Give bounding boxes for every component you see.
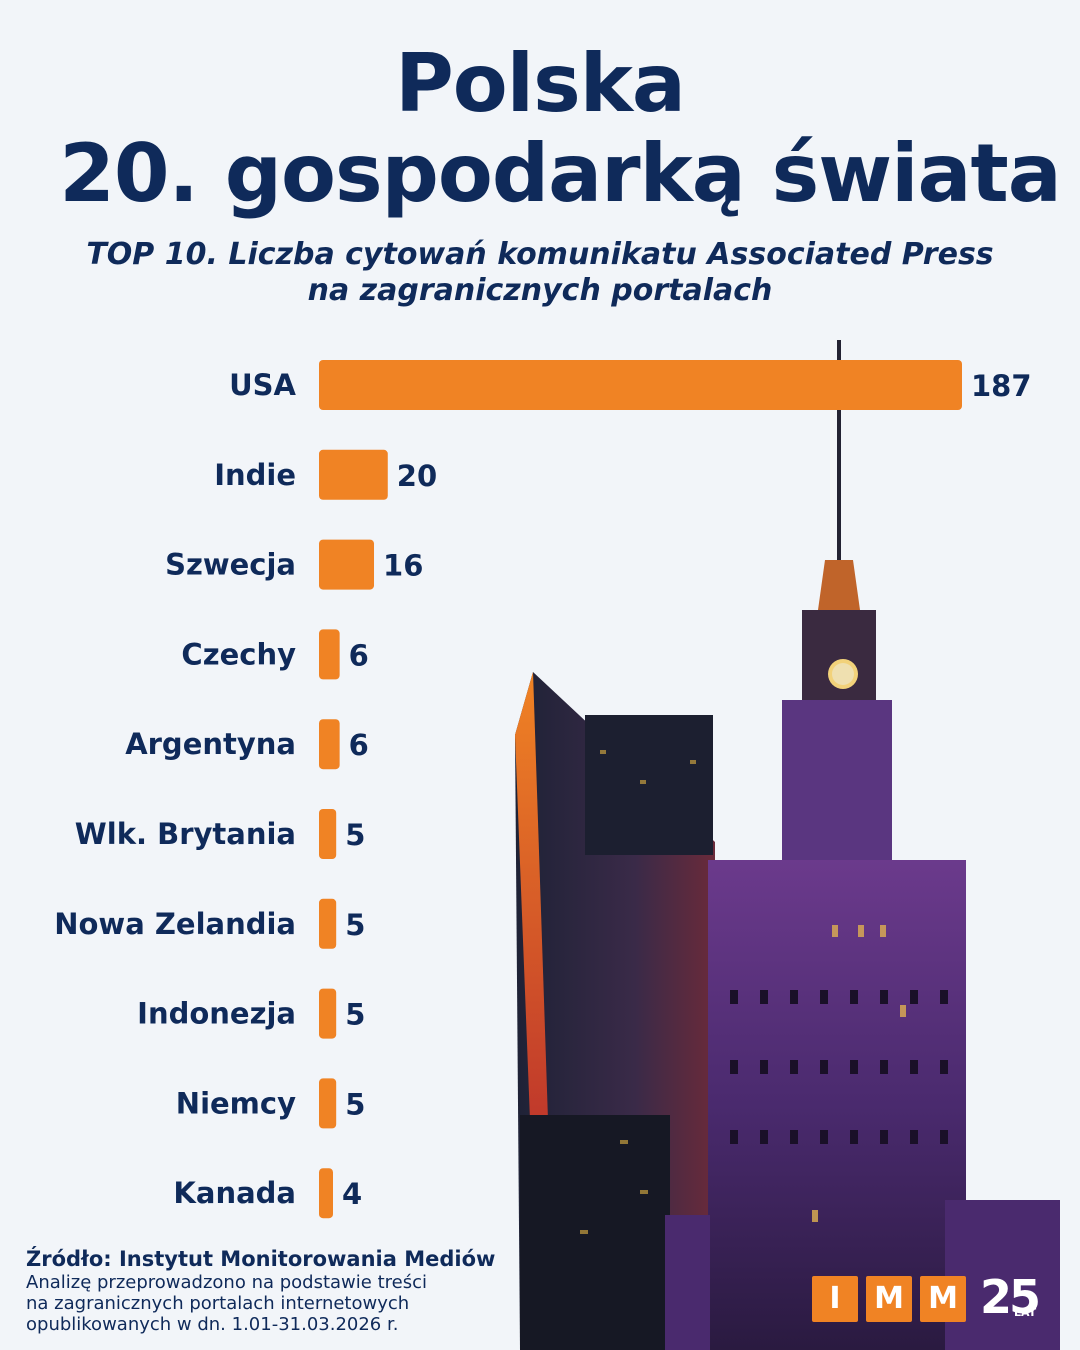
source-note-line3: opublikowanych w dn. 1.01-31.03.2026 r. xyxy=(26,1314,399,1335)
bar-6 xyxy=(319,898,337,949)
bar-7 xyxy=(319,988,337,1039)
source-title: Źródło: Instytut Monitorowania Mediów xyxy=(26,1247,496,1271)
logo-letter-i: I xyxy=(812,1276,858,1322)
bar-5 xyxy=(319,809,337,859)
category-label-7: Indonezja xyxy=(137,997,296,1031)
value-label-0: 187 xyxy=(971,369,1032,403)
logo-years-number: 25 xyxy=(980,1270,1041,1324)
bar-4 xyxy=(319,719,340,770)
chart-subtitle-line1: TOP 10. Liczba cytowań komunikatu Associ… xyxy=(86,237,994,272)
category-label-8: Niemcy xyxy=(176,1086,296,1120)
source-note-line2: na zagranicznych portalach internetowych xyxy=(26,1293,410,1314)
bar-2 xyxy=(319,539,375,590)
category-label-1: Indie xyxy=(214,458,296,492)
category-label-0: USA xyxy=(229,368,296,402)
value-label-4: 6 xyxy=(349,728,369,762)
category-label-6: Nowa Zelandia xyxy=(54,907,296,941)
bar-3 xyxy=(319,629,340,680)
value-label-8: 5 xyxy=(345,1087,365,1121)
value-label-1: 20 xyxy=(397,459,437,493)
imm-logo: I M M 25 LAT xyxy=(812,1270,1041,1324)
value-label-6: 5 xyxy=(345,908,365,942)
logo-letter-m1: M xyxy=(866,1276,912,1322)
value-label-3: 6 xyxy=(349,638,369,672)
category-label-9: Kanada xyxy=(173,1176,296,1210)
source-block: Źródło: Instytut Monitorowania Mediów An… xyxy=(26,1246,496,1335)
page-title-line1: Polska xyxy=(395,37,686,130)
category-label-4: Argentyna xyxy=(125,727,296,761)
category-label-2: Szwecja xyxy=(165,548,296,582)
value-label-5: 5 xyxy=(345,818,365,852)
bar-8 xyxy=(319,1078,337,1129)
page-title-line2: 20. gospodarką świata xyxy=(59,127,1062,220)
category-label-5: Wlk. Brytania xyxy=(75,817,296,851)
source-note-line1: Analizę przeprowadzono na podstawie treś… xyxy=(26,1272,427,1293)
value-label-9: 4 xyxy=(342,1177,362,1211)
logo-years-caption: LAT xyxy=(1014,1306,1037,1319)
bar-0 xyxy=(319,360,962,410)
value-label-2: 16 xyxy=(383,549,423,583)
value-label-7: 5 xyxy=(345,998,365,1032)
logo-letter-m2: M xyxy=(920,1276,966,1322)
bar-1 xyxy=(319,449,388,500)
logo-anniversary: 25 LAT xyxy=(980,1270,1041,1324)
chart-subtitle-line2: na zagranicznych portalach xyxy=(307,273,773,308)
category-label-3: Czechy xyxy=(181,637,296,671)
bar-9 xyxy=(319,1168,333,1219)
